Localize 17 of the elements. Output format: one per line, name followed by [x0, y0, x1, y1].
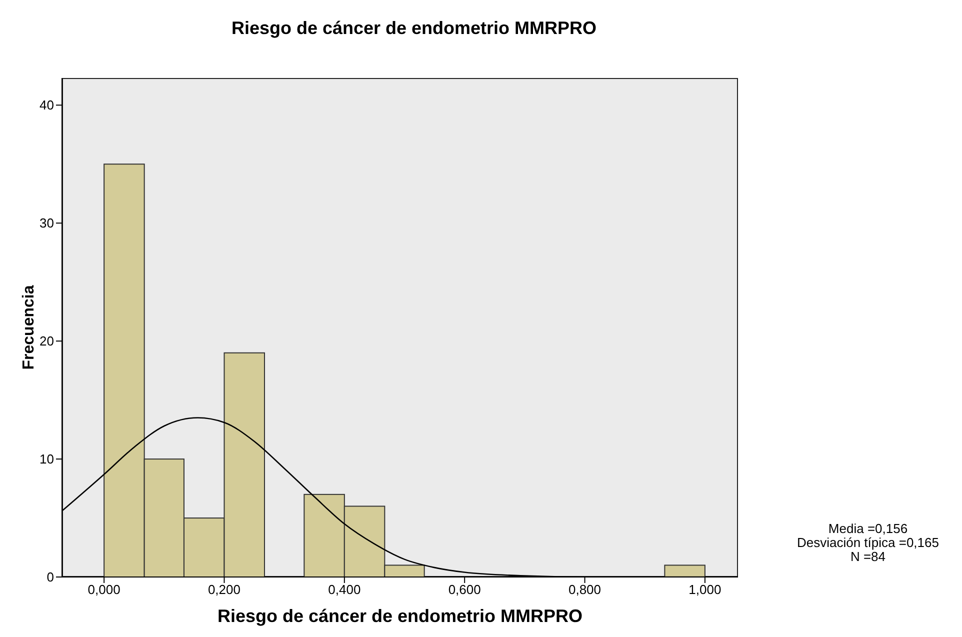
x-tick-label: 1,000 — [688, 582, 722, 598]
chart-title: Riesgo de cáncer de endometrio MMRPRO — [230, 18, 598, 39]
x-tick-label: 0,400 — [328, 582, 361, 598]
x-tick-label: 0,200 — [208, 582, 241, 598]
y-tick-label: 0 — [46, 570, 54, 585]
text: Media =0,156 — [827, 521, 909, 536]
text: N =84 — [849, 549, 886, 564]
x-tick-label: 0,600 — [448, 582, 481, 598]
y-tick-label: 10 — [40, 452, 54, 467]
y-axis-title: Frecuencia — [20, 285, 38, 370]
y-tick-label: 20 — [40, 334, 54, 349]
x-tick-label: 0,000 — [88, 582, 120, 598]
y-tick-label: 30 — [40, 216, 54, 231]
y-tick-label: 40 — [40, 98, 54, 113]
x-axis-title: Riesgo de cáncer de endometrio MMRPRO — [217, 606, 583, 626]
x-tick-label: 0,800 — [568, 582, 602, 598]
text: Desviación típica =0,165 — [796, 535, 940, 550]
